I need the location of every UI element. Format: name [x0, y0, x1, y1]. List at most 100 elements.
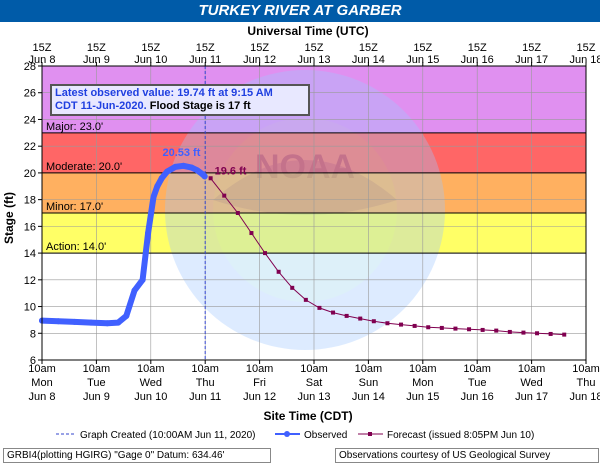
top-tick-label-time: 15Z: [359, 42, 378, 54]
forecast-point: [548, 331, 553, 336]
forecast-point: [426, 325, 431, 330]
y-tick-label: 8: [30, 328, 36, 340]
forecast-point: [276, 269, 281, 274]
forecast-point: [358, 316, 363, 321]
observed-point: [164, 168, 171, 175]
forecast-point: [290, 285, 295, 290]
observed-point: [188, 164, 195, 171]
seal-noaa-text: NOAA: [255, 148, 355, 186]
observed-point: [201, 173, 208, 180]
y-tick-label: 28: [24, 61, 36, 73]
observed-point: [115, 319, 122, 326]
forecast-point: [385, 321, 390, 326]
bottom-tick-label-day: Wed: [140, 377, 162, 389]
observed-point: [145, 230, 152, 237]
bottom-tick-label-time: 10am: [355, 363, 383, 375]
forecast-point: [467, 327, 472, 332]
observed-point: [150, 193, 157, 200]
forecast-point: [208, 176, 213, 181]
footer-datum: GRBI4(plotting HGIRG) "Gage 0" Datum: 63…: [3, 448, 271, 463]
forecast-point: [249, 231, 254, 236]
forecast-point: [235, 211, 240, 215]
forecast-point: [562, 332, 567, 337]
bottom-tick-label-day: Sun: [359, 377, 379, 389]
top-tick-label-date: Jun 14: [352, 54, 385, 66]
bottom-tick-label-date: Jun 11: [189, 391, 221, 403]
latest-observed-date: CDT 11-Jun-2020.: [55, 100, 147, 112]
bottom-tick-label-time: 10am: [409, 363, 437, 375]
bottom-tick-label-date: Jun 10: [134, 391, 167, 403]
top-tick-label-time: 15Z: [33, 42, 52, 54]
observed-point: [87, 319, 94, 326]
bottom-tick-label-day: Fri: [253, 377, 266, 389]
observed-point: [131, 287, 138, 294]
observed-point: [158, 175, 165, 182]
y-tick-label: 14: [24, 248, 36, 260]
observed-point: [55, 318, 62, 325]
bottom-tick-label-date: Jun 13: [297, 391, 330, 403]
top-tick-label-date: Jun 8: [29, 54, 56, 66]
bottom-tick-label-date: Jun 8: [29, 391, 56, 403]
forecast-point: [331, 310, 336, 315]
forecast-point: [412, 323, 417, 328]
top-tick-label-time: 15Z: [577, 42, 596, 54]
observed-point: [123, 312, 130, 319]
bottom-tick-label-date: Jun 18: [569, 391, 600, 403]
top-tick-label-time: 15Z: [87, 42, 106, 54]
legend-observed-label: Observed: [304, 430, 347, 441]
legend-forecast-marker: [368, 432, 372, 436]
bottom-tick-label-day: Mon: [31, 377, 52, 389]
chart-series: 20.53 ft 19.6 ft: [39, 66, 567, 360]
bottom-tick-label-date: Jun 15: [406, 391, 439, 403]
chart-legend: Graph Created (10:00AM Jun 11, 2020) Obs…: [56, 430, 534, 441]
bottom-tick-label-date: Jun 14: [352, 391, 385, 403]
y-tick-label: 6: [30, 355, 36, 367]
forecast-point: [480, 327, 485, 332]
bottom-tick-label-time: 10am: [572, 363, 600, 375]
forecast-point: [507, 329, 512, 334]
category-label-moderate: Moderate: 20.0': [46, 161, 122, 173]
latest-observed-box: Latest observed value: 19.74 ft at 9:15 …: [50, 84, 310, 116]
bottom-tick-label-date: Jun 12: [243, 391, 276, 403]
observed-point: [104, 320, 111, 327]
observed-point: [71, 318, 78, 325]
bottom-tick-label-day: Sat: [306, 377, 323, 389]
bottom-axis-title: Site Time (CDT): [263, 409, 352, 423]
flood-category-labels: Major: 23.0' Moderate: 20.0' Minor: 17.0' A…: [46, 121, 122, 253]
forecast-point: [317, 305, 322, 310]
bottom-tick-label-time: 10am: [83, 363, 111, 375]
legend-graph-created-label: Graph Created (10:00AM Jun 11, 2020): [80, 430, 255, 441]
top-tick-label-time: 15Z: [305, 42, 324, 54]
bottom-tick-label-day: Tue: [468, 377, 487, 389]
seal-inner-circle: [213, 118, 397, 302]
bottom-tick-label-time: 10am: [246, 363, 274, 375]
y-tick-label: 18: [24, 195, 36, 207]
forecast-point: [494, 328, 499, 333]
top-tick-label-date: Jun 16: [461, 54, 494, 66]
y-tick-label: 12: [24, 275, 36, 287]
observed-point: [194, 167, 201, 174]
top-tick-label-date: Jun 18: [569, 54, 600, 66]
forecast-point: [399, 322, 404, 327]
category-label-minor: Minor: 17.0': [46, 201, 103, 213]
flood-stage-text: Flood Stage is 17 ft: [149, 100, 251, 112]
chart-title: TURKEY RIVER AT GARBER: [0, 0, 600, 22]
bottom-tick-label-time: 10am: [463, 363, 491, 375]
top-tick-label-time: 15Z: [250, 42, 269, 54]
top-tick-label-date: Jun 11: [189, 54, 221, 66]
peak-value-label: 20.53 ft: [162, 147, 200, 159]
observed-point: [180, 162, 187, 169]
bottom-tick-label-time: 10am: [137, 363, 165, 375]
latest-observed-line2: CDT 11-Jun-2020. Flood Stage is 17 ft: [55, 100, 305, 113]
category-label-major: Major: 23.0': [46, 121, 103, 133]
observed-point: [172, 163, 179, 170]
bottom-tick-label-date: Jun 16: [461, 391, 494, 403]
forecast-point: [303, 297, 308, 302]
y-axis-title: Stage (ft): [2, 192, 16, 244]
top-tick-label-date: Jun 10: [134, 54, 167, 66]
legend-observed-marker: [284, 431, 290, 437]
bottom-tick-label-time: 10am: [191, 363, 219, 375]
y-tick-label: 26: [24, 88, 36, 100]
